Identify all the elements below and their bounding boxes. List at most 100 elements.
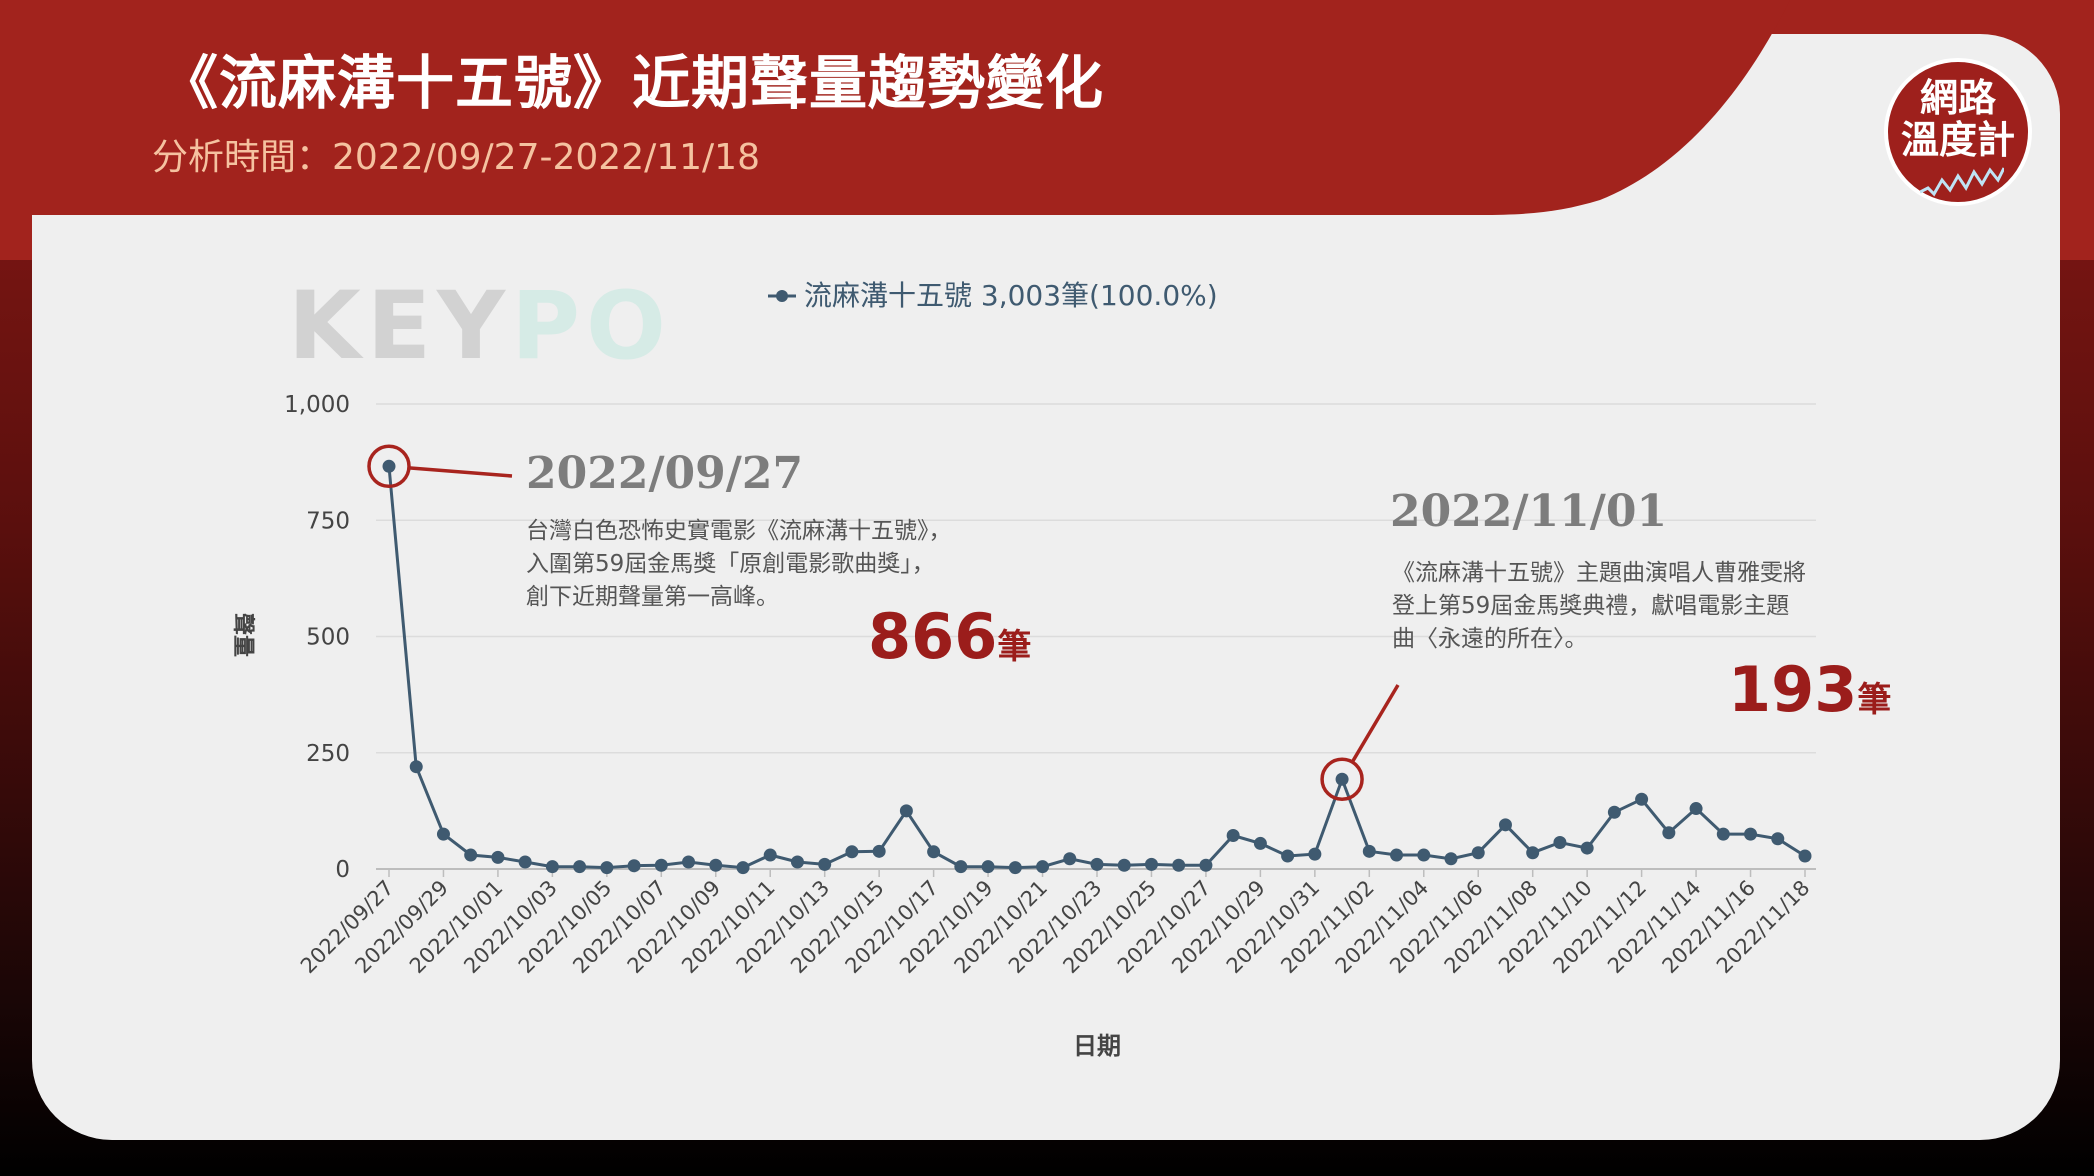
- annotation-2-line-1: 《流麻溝十五號》主題曲演唱人曹雅雯將: [1392, 560, 1806, 586]
- data-point: [654, 858, 668, 872]
- y-tick-label: 0: [335, 857, 350, 883]
- data-point: [600, 861, 614, 875]
- keypo-watermark: KEYPO: [288, 272, 672, 381]
- watermark-po: PO: [511, 272, 672, 381]
- x-axis-label: 日期: [1073, 1032, 1121, 1060]
- page-title: 《流麻溝十五號》近期聲量趨勢變化: [160, 49, 1105, 117]
- y-axis-label: 聲量: [230, 613, 255, 657]
- wave-icon: [1920, 167, 2004, 197]
- data-point: [1689, 802, 1703, 816]
- data-point: [1390, 848, 1404, 862]
- data-point: [818, 857, 832, 871]
- annotation-2-number: 193: [1728, 653, 1858, 726]
- data-point: [627, 859, 641, 873]
- data-point: [1090, 857, 1104, 871]
- data-point: [1635, 792, 1649, 806]
- data-point: [1771, 832, 1785, 846]
- y-tick-label: 750: [306, 508, 350, 534]
- data-point: [1117, 858, 1131, 872]
- legend-dot-marker: [776, 290, 788, 302]
- series-points: [382, 459, 1812, 875]
- brand-seal: 網路 溫度計: [1884, 58, 2032, 206]
- data-point: [1281, 849, 1295, 863]
- x-tick-labels: 2022/09/272022/09/292022/10/012022/10/03…: [296, 869, 1815, 978]
- annotation-2-value: 193筆: [1728, 653, 1891, 726]
- y-tick-label: 250: [306, 741, 350, 767]
- data-point: [790, 855, 804, 869]
- annotation-2-line-3: 曲〈永遠的所在〉。: [1392, 626, 1588, 652]
- data-point: [682, 855, 696, 869]
- y-tick-label: 1,000: [284, 392, 350, 418]
- data-point: [1716, 827, 1730, 841]
- callout-connector: [408, 466, 513, 478]
- data-point: [763, 848, 777, 862]
- seal-line-2: 溫度計: [1900, 118, 2015, 162]
- annotation-2-line-2: 登上第59屆金馬獎典禮，獻唱電影主題: [1392, 593, 1790, 619]
- data-point: [1226, 829, 1240, 843]
- data-point: [518, 855, 532, 869]
- data-point: [981, 860, 995, 874]
- y-tick-labels: 0 250 500 750 1,000: [284, 392, 350, 883]
- data-point: [491, 850, 505, 864]
- legend-label: 流麻溝十五號 3,003筆(100.0%): [804, 279, 1218, 312]
- data-point: [1498, 818, 1512, 832]
- data-point: [1744, 827, 1758, 841]
- analysis-period: 分析時間：2022/09/27-2022/11/18: [152, 137, 760, 178]
- y-tick-label: 500: [306, 625, 350, 651]
- legend: 流麻溝十五號 3,003筆(100.0%): [768, 279, 1218, 312]
- annotation-2-text: 《流麻溝十五號》主題曲演唱人曹雅雯將 登上第59屆金馬獎典禮，獻唱電影主題 曲〈…: [1392, 557, 1806, 656]
- annotation-1-line-3: 創下近期聲量第一高峰。: [526, 584, 779, 610]
- data-point: [1036, 860, 1050, 874]
- data-point: [573, 860, 587, 874]
- annotation-1-line-2: 入圍第59屆金馬獎「原創電影歌曲獎」，: [526, 551, 935, 577]
- data-point: [1199, 858, 1213, 872]
- data-point: [1172, 858, 1186, 872]
- callout-markers: [367, 444, 1400, 802]
- annotation-2-unit: 筆: [1857, 680, 1892, 720]
- data-point: [709, 858, 723, 872]
- data-point: [1662, 826, 1676, 840]
- title-ribbon: [0, 0, 1800, 215]
- callout-connector: [1350, 684, 1400, 763]
- data-point: [1335, 772, 1349, 786]
- annotation-1-unit: 筆: [997, 627, 1032, 667]
- data-point: [1362, 844, 1376, 858]
- data-point: [1607, 805, 1621, 819]
- data-point: [464, 848, 478, 862]
- annotation-1-line-1: 台灣白色恐怖史實電影《流麻溝十五號》，: [526, 518, 952, 544]
- data-point: [1308, 847, 1322, 861]
- annotation-1-value: 866筆: [868, 600, 1031, 673]
- data-point: [954, 860, 968, 874]
- data-point: [1444, 852, 1458, 866]
- data-point: [1008, 861, 1022, 875]
- annotation-1-number: 866: [868, 600, 998, 673]
- highlight-ring: [1320, 757, 1364, 802]
- data-point: [545, 860, 559, 874]
- annotation-1-text: 台灣白色恐怖史實電影《流麻溝十五號》， 入圍第59屆金馬獎「原創電影歌曲獎」， …: [526, 515, 952, 614]
- data-point: [1580, 841, 1594, 855]
- data-point: [382, 459, 396, 473]
- annotation-2-date: 2022/11/01: [1390, 486, 1668, 537]
- data-point: [899, 804, 913, 818]
- x-tick-label: 2022/09/27: [296, 876, 399, 979]
- content-card: [32, 34, 2060, 1140]
- data-point: [1417, 848, 1431, 862]
- seal-line-1: 網路: [1919, 76, 1996, 120]
- data-point: [1063, 852, 1077, 866]
- data-point: [1553, 835, 1567, 849]
- data-point: [1798, 849, 1812, 863]
- data-point: [436, 827, 450, 841]
- data-point: [1144, 857, 1158, 871]
- data-point: [845, 845, 859, 859]
- data-point: [1253, 836, 1267, 850]
- data-point: [927, 845, 941, 859]
- data-point: [409, 760, 423, 774]
- data-point: [736, 861, 750, 875]
- highlight-ring: [367, 444, 411, 489]
- data-point: [1526, 846, 1540, 860]
- data-point: [1471, 846, 1485, 860]
- data-point: [872, 844, 886, 858]
- annotation-1-date: 2022/09/27: [526, 448, 804, 499]
- watermark-key: KEY: [288, 272, 512, 381]
